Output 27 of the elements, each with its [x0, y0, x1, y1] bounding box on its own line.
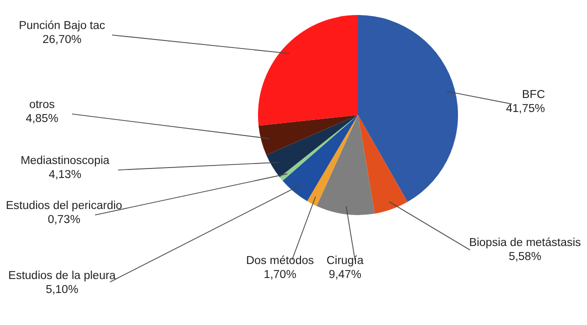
- pie-slice: [258, 115, 358, 155]
- slice-label: Dos métodos: [246, 255, 314, 267]
- data-label: 5,10%: [46, 284, 78, 296]
- slice-label: Punción Bajo tac: [18, 20, 106, 32]
- slice-label: BFC: [522, 89, 545, 101]
- data-label: 26,70%: [42, 34, 82, 46]
- slice-label: Estudios de la pleura: [8, 270, 116, 282]
- pie-slice: [280, 115, 358, 181]
- data-label: 5,58%: [508, 251, 542, 263]
- slice-label: Biopsia de metástasis: [469, 237, 582, 249]
- data-label: 41,75%: [506, 103, 545, 115]
- pie-slice: [358, 15, 458, 202]
- pie-slice: [358, 115, 408, 214]
- pie-slice: [258, 15, 358, 126]
- data-label: 0,73%: [48, 214, 80, 226]
- data-label: 9,47%: [328, 269, 362, 281]
- data-label: 1,70%: [264, 269, 296, 281]
- slice-label: Mediastinoscopia: [20, 155, 110, 167]
- pie-slice: [316, 115, 375, 215]
- pie-slice: [282, 115, 358, 202]
- slice-label: Cirugía: [326, 255, 364, 267]
- data-label: 4,85%: [26, 113, 58, 125]
- pie-slice: [266, 115, 358, 178]
- data-label: 4,13%: [48, 169, 82, 181]
- pie-slice: [307, 115, 358, 206]
- slice-label: Estudios del pericardio: [6, 200, 122, 212]
- slice-label: otros: [29, 99, 56, 111]
